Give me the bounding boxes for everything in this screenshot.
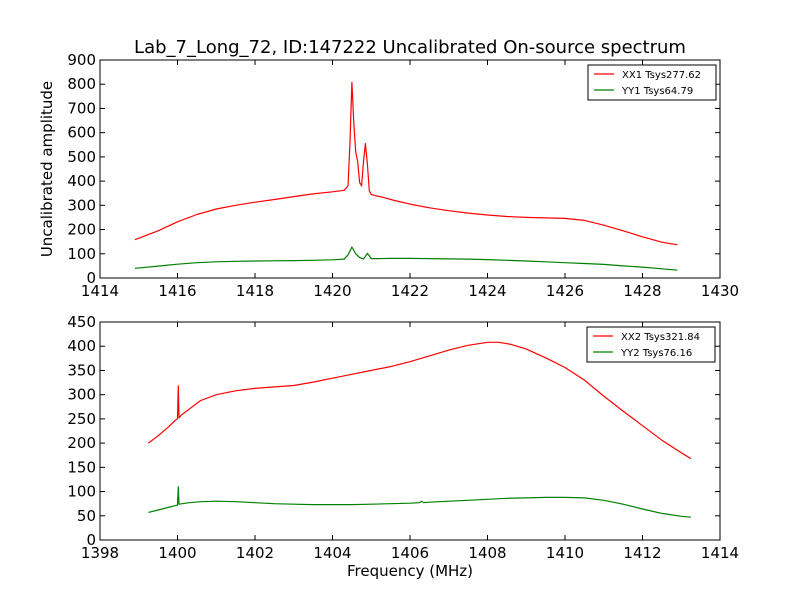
bottom-y-tick-label: 250 xyxy=(67,410,96,428)
top-x-tick-label: 1420 xyxy=(313,282,351,300)
top-tick-group: 1414 1416 1418 1420 1422 1424 1426 1428 1430 0 100… xyxy=(67,51,739,300)
top-y-tick-label: 700 xyxy=(67,99,96,117)
bottom-x-tick-label: 1408 xyxy=(468,544,506,562)
bottom-tick-group: 1398 1400 1402 1404 1406 1408 1410 1412 1414 0 50 1… xyxy=(67,313,739,562)
bottom-series-group xyxy=(148,341,692,518)
bottom-y-tick-label: 300 xyxy=(67,386,96,404)
bottom-x-tick-label: 1398 xyxy=(81,544,119,562)
top-panel: Lab_7_Long_72, ID:147222 Uncalibrated On… xyxy=(38,37,739,300)
bottom-y-tick-label: 100 xyxy=(67,483,96,501)
bottom-x-axis-label: Frequency (MHz) xyxy=(347,562,473,580)
top-y-tick-label: 0 xyxy=(86,269,96,287)
bottom-legend-box xyxy=(586,326,716,363)
bottom-x-tick-label: 1402 xyxy=(236,544,274,562)
bottom-x-tick-label: 1414 xyxy=(701,544,739,562)
top-chart-title: Lab_7_Long_72, ID:147222 Uncalibrated On… xyxy=(134,37,686,58)
bottom-y-tick-label: 350 xyxy=(67,361,96,379)
top-series-line-xx xyxy=(134,81,678,246)
bottom-x-tick-label: 1400 xyxy=(158,544,196,562)
top-y-tick-label: 600 xyxy=(67,124,96,142)
bottom-series-line-xx xyxy=(148,341,692,460)
top-y-tick-label: 400 xyxy=(67,172,96,190)
top-y-tick-label: 100 xyxy=(67,245,96,263)
top-legend-box xyxy=(587,64,717,101)
bottom-y-tick-label: 50 xyxy=(77,507,96,525)
top-legend-label-xx1: XX1 Tsys277.62 xyxy=(622,70,701,81)
top-series-line-yy xyxy=(134,246,678,271)
top-x-tick-label: 1428 xyxy=(623,282,661,300)
bottom-legend-label-xx2: XX2 Tsys321.84 xyxy=(621,332,700,343)
top-y-tick-label: 500 xyxy=(67,148,96,166)
bottom-x-tick-label: 1404 xyxy=(313,544,351,562)
top-y-tick-label: 300 xyxy=(67,196,96,214)
bottom-x-tick-label: 1410 xyxy=(546,544,584,562)
bottom-x-tick-label: 1412 xyxy=(623,544,661,562)
bottom-y-tick-label: 0 xyxy=(86,531,96,549)
bottom-plot-frame xyxy=(99,321,721,541)
bottom-y-tick-label: 200 xyxy=(67,434,96,452)
top-x-tick-label: 1418 xyxy=(236,282,274,300)
top-legend-label-yy1: YY1 Tsys64.79 xyxy=(621,86,693,97)
top-series-group xyxy=(134,81,678,271)
top-x-tick-label: 1424 xyxy=(468,282,506,300)
top-y-tick-label: 900 xyxy=(67,51,96,69)
top-x-tick-label: 1416 xyxy=(158,282,196,300)
top-x-tick-label: 1414 xyxy=(81,282,119,300)
bottom-panel: 1398 1400 1402 1404 1406 1408 1410 1412 1414 0 50 1… xyxy=(67,313,739,580)
top-legend: XX1 Tsys277.62 YY1 Tsys64.79 xyxy=(587,64,717,101)
bottom-y-tick-label: 400 xyxy=(67,337,96,355)
top-x-tick-label: 1430 xyxy=(701,282,739,300)
bottom-series-line-yy xyxy=(148,486,691,518)
top-x-tick-label: 1426 xyxy=(546,282,584,300)
top-y-axis-label: Uncalibrated amplitude xyxy=(38,81,56,257)
top-plot-frame xyxy=(99,59,721,279)
top-x-tick-label: 1422 xyxy=(391,282,429,300)
bottom-x-tick-label: 1406 xyxy=(391,544,429,562)
bottom-legend: XX2 Tsys321.84 YY2 Tsys76.16 xyxy=(586,326,716,363)
top-y-tick-label: 200 xyxy=(67,221,96,239)
bottom-legend-label-yy2: YY2 Tsys76.16 xyxy=(620,348,692,359)
bottom-y-tick-label: 150 xyxy=(67,458,96,476)
top-y-tick-label: 800 xyxy=(67,75,96,93)
bottom-y-tick-label: 450 xyxy=(67,313,96,331)
